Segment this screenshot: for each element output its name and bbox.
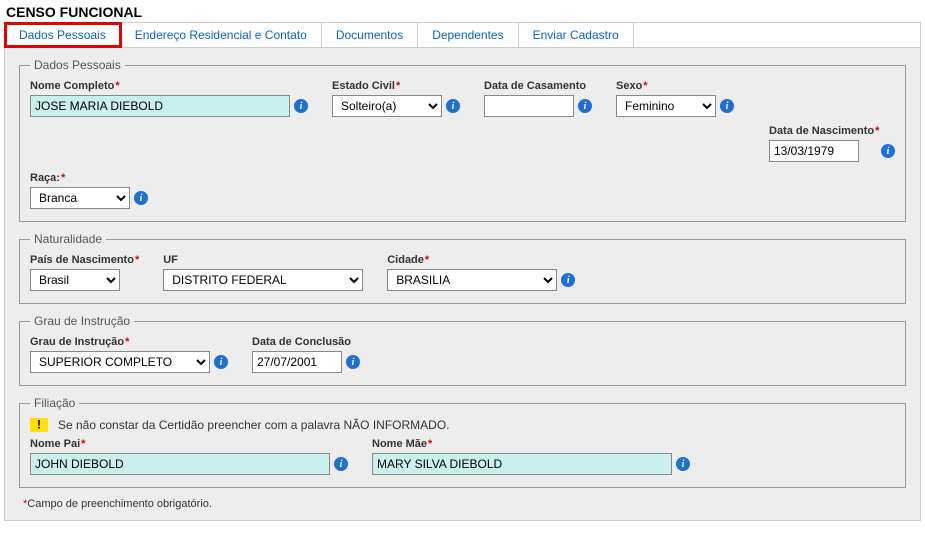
label-data-nascimento: Data de Nascimento* [769,125,895,137]
form-panel: Dados Pessoais Nome Completo* i Estado C… [4,48,921,521]
info-icon[interactable]: i [561,273,575,287]
fieldset-naturalidade: Naturalidade País de Nascimento* Brasil … [19,232,906,304]
info-icon[interactable]: i [676,457,690,471]
tab-bar: Dados Pessoais Endereço Residencial e Co… [4,22,921,48]
info-icon[interactable]: i [346,355,360,369]
info-icon[interactable]: i [134,191,148,205]
pais-nascimento-select[interactable]: Brasil [30,269,120,291]
data-nascimento-input[interactable] [769,140,859,162]
tab-enviar-cadastro[interactable]: Enviar Cadastro [519,23,634,47]
legend-naturalidade: Naturalidade [30,232,106,246]
label-nome-mae: Nome Mãe* [372,438,690,450]
label-nome-pai: Nome Pai* [30,438,348,450]
uf-select[interactable]: DISTRITO FEDERAL [163,269,363,291]
cidade-select[interactable]: BRASILIA [387,269,557,291]
label-uf: UF [163,254,363,266]
label-sexo: Sexo* [616,80,734,92]
tab-endereco[interactable]: Endereço Residencial e Contato [121,23,322,47]
nome-completo-input[interactable] [30,95,290,117]
legend-grau-instrucao: Grau de Instrução [30,314,134,328]
label-grau-instrucao: Grau de Instrução* [30,336,228,348]
label-cidade: Cidade* [387,254,575,266]
fieldset-dados-pessoais: Dados Pessoais Nome Completo* i Estado C… [19,58,906,222]
grau-instrucao-select[interactable]: SUPERIOR COMPLETO [30,351,210,373]
info-icon[interactable]: i [578,99,592,113]
legend-filiacao: Filiação [30,396,79,410]
filiacao-note: Se não constar da Certidão preencher com… [58,418,450,432]
label-data-conclusao: Data de Conclusão [252,336,360,348]
info-icon[interactable]: i [446,99,460,113]
label-data-casamento: Data de Casamento [484,80,592,92]
data-conclusao-input[interactable] [252,351,342,373]
label-nome-completo: Nome Completo* [30,80,308,92]
info-icon[interactable]: i [720,99,734,113]
label-estado-civil: Estado Civil* [332,80,460,92]
sexo-select[interactable]: Feminino [616,95,716,117]
nome-mae-input[interactable] [372,453,672,475]
label-pais-nascimento: País de Nascimento* [30,254,139,266]
tab-dependentes[interactable]: Dependentes [418,23,518,47]
legend-dados-pessoais: Dados Pessoais [30,58,125,72]
info-icon[interactable]: i [881,144,895,158]
info-icon[interactable]: i [214,355,228,369]
nome-pai-input[interactable] [30,453,330,475]
label-raca: Raça:* [30,172,148,184]
fieldset-filiacao: Filiação Se não constar da Certidão pree… [19,396,906,488]
fieldset-grau-instrucao: Grau de Instrução Grau de Instrução* SUP… [19,314,906,386]
warning-icon [30,418,48,432]
raca-select[interactable]: Branca [30,187,130,209]
page-title: CENSO FUNCIONAL [6,4,921,20]
info-icon[interactable]: i [294,99,308,113]
estado-civil-select[interactable]: Solteiro(a) [332,95,442,117]
tab-documentos[interactable]: Documentos [322,23,418,47]
tab-dados-pessoais[interactable]: Dados Pessoais [5,23,121,47]
required-footnote: *Campo de preenchimento obrigatório. [23,498,906,510]
data-casamento-input[interactable] [484,95,574,117]
info-icon[interactable]: i [334,457,348,471]
